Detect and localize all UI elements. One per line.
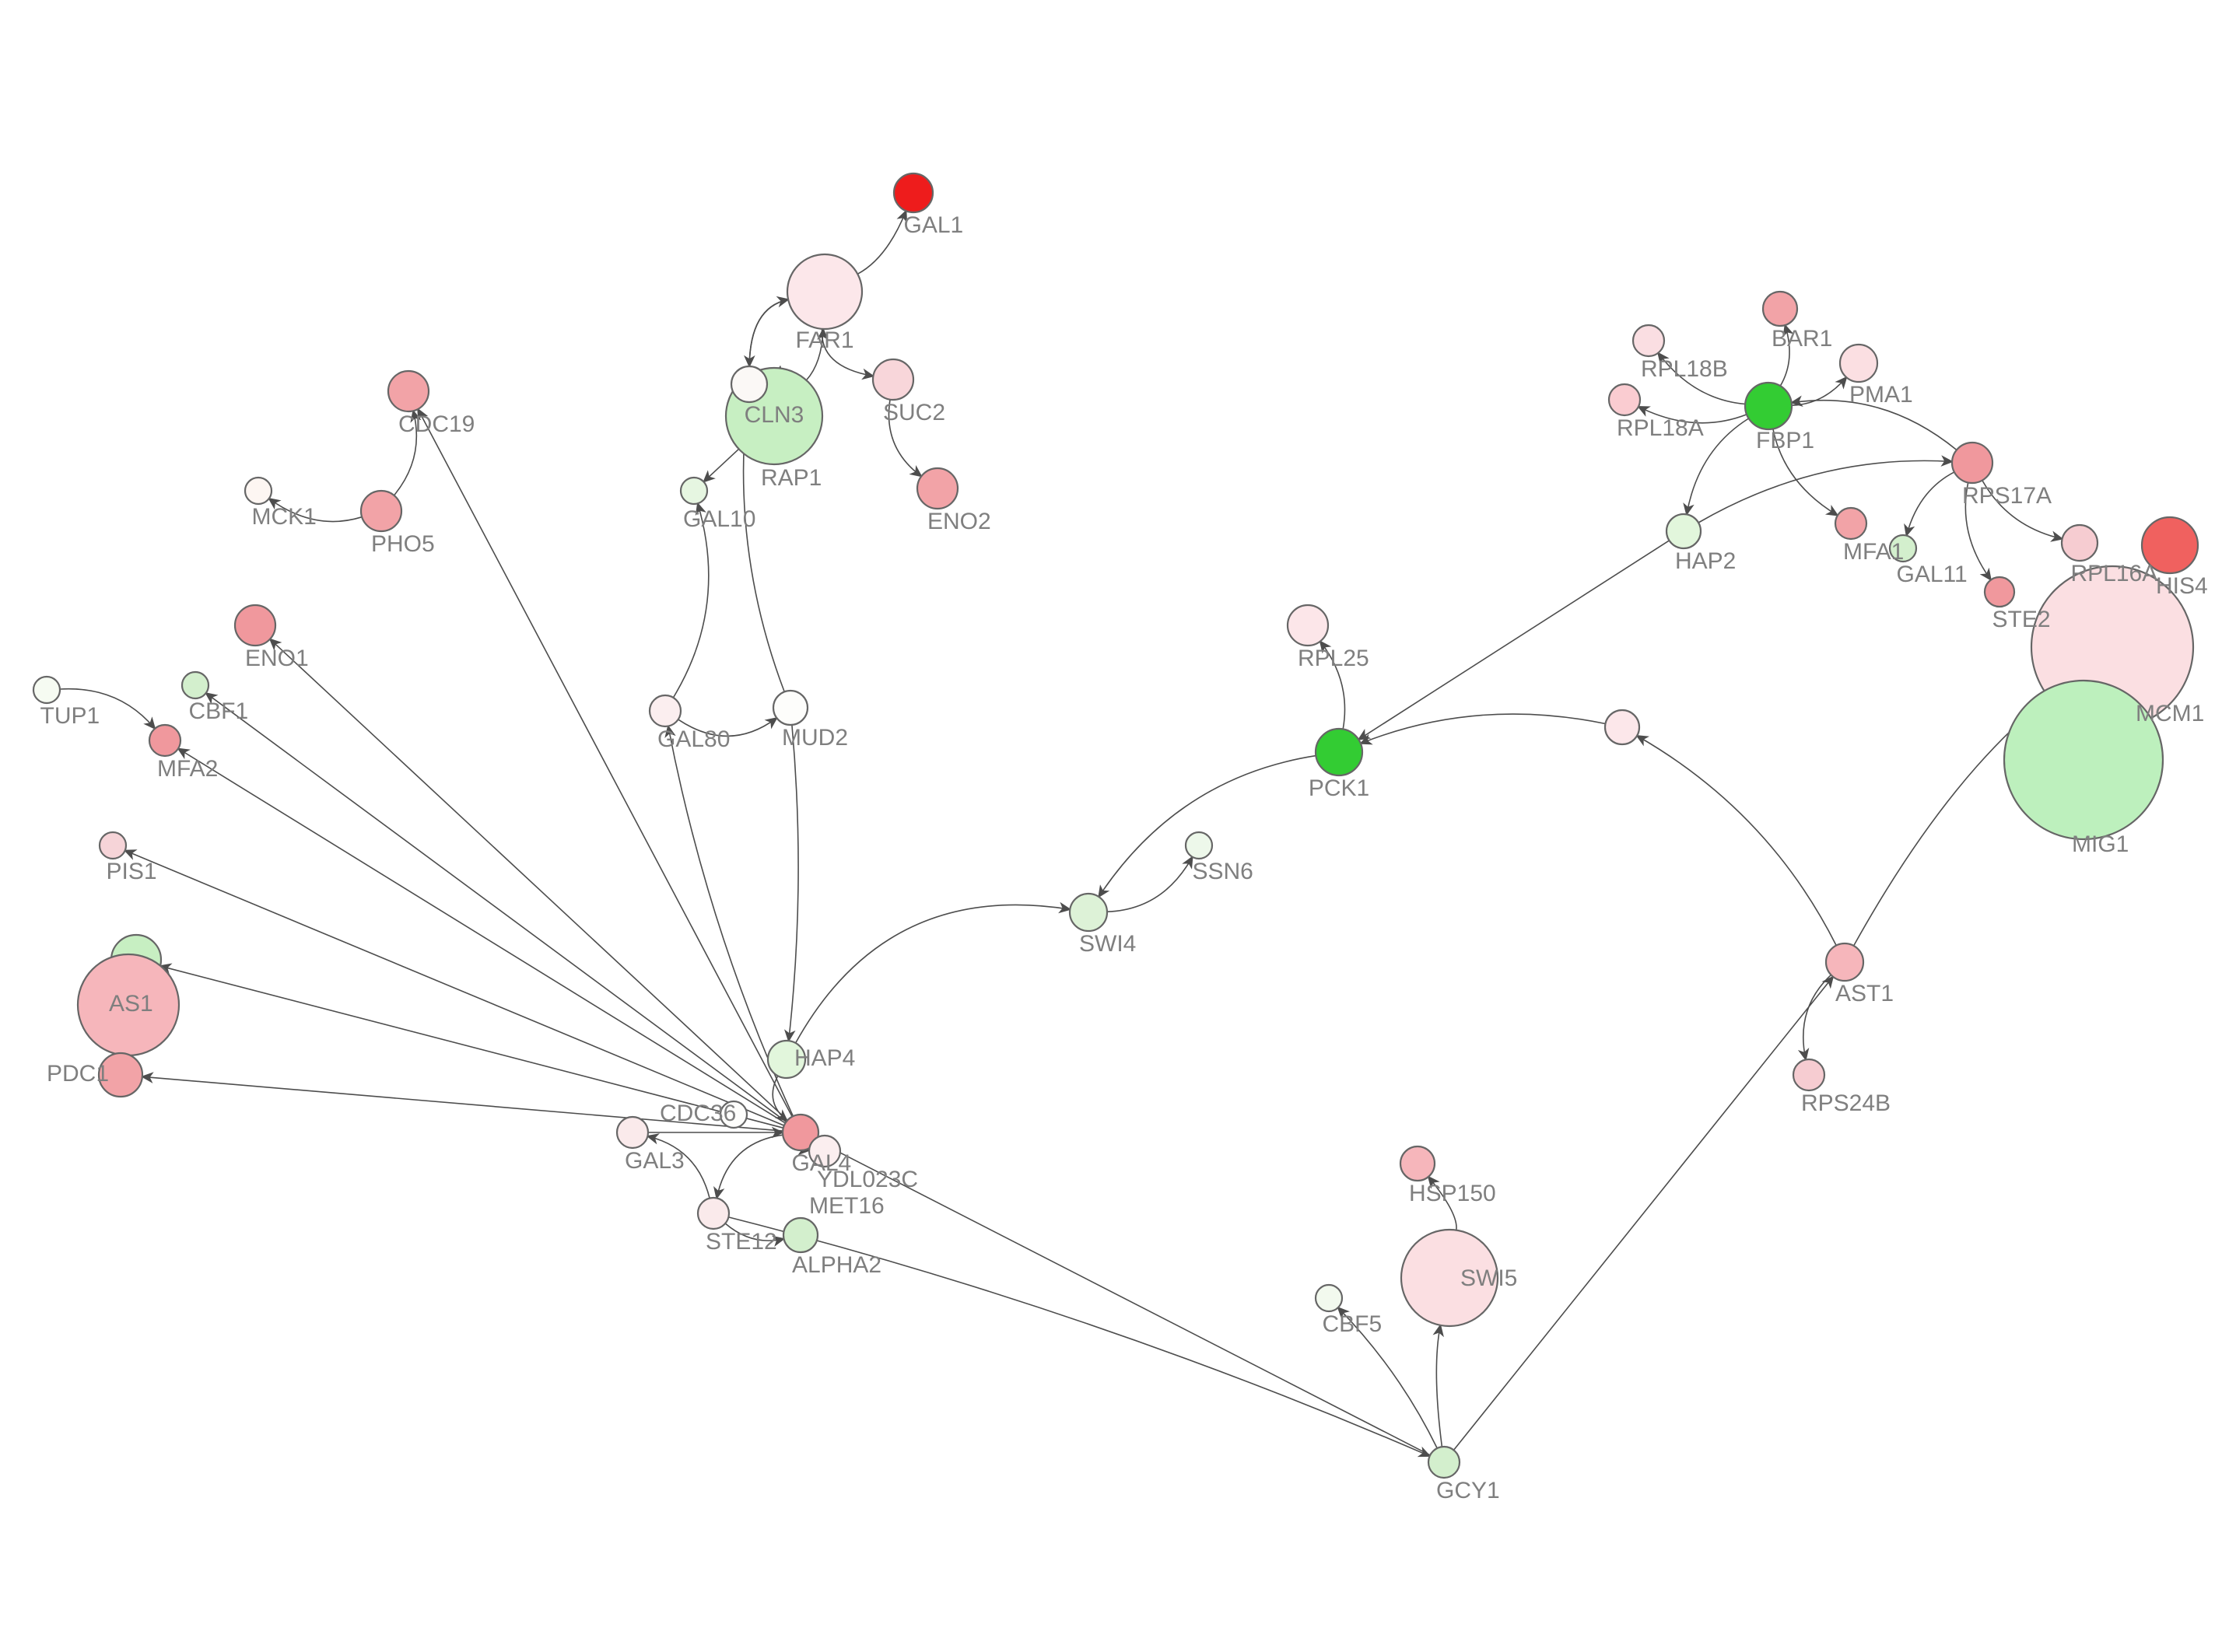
svg-text:HAP2: HAP2 <box>1675 548 1736 574</box>
svg-text:PMA1: PMA1 <box>1849 382 1913 408</box>
svg-text:ALPHA2: ALPHA2 <box>792 1252 881 1278</box>
svg-text:MUD2: MUD2 <box>782 725 848 751</box>
svg-text:GAL1: GAL1 <box>904 212 964 238</box>
svg-text:ENO2: ENO2 <box>927 509 991 534</box>
svg-text:HAP4: HAP4 <box>794 1045 855 1071</box>
svg-text:MFA1: MFA1 <box>1843 539 1904 565</box>
svg-text:RPL18A: RPL18A <box>1617 415 1704 441</box>
svg-text:GAL80: GAL80 <box>657 726 730 752</box>
svg-text:CDC19: CDC19 <box>398 411 475 437</box>
svg-text:MCK1: MCK1 <box>252 504 317 530</box>
svg-text:GAL3: GAL3 <box>625 1148 685 1174</box>
svg-text:PCK1: PCK1 <box>1309 775 1369 801</box>
svg-text:SUC2: SUC2 <box>883 400 945 425</box>
svg-text:FAR1: FAR1 <box>795 327 853 353</box>
svg-text:SWI4: SWI4 <box>1079 931 1136 957</box>
svg-text:RPL25: RPL25 <box>1298 646 1369 671</box>
svg-text:GAL11: GAL11 <box>1897 562 1968 587</box>
svg-text:MIG1: MIG1 <box>2072 831 2129 857</box>
svg-text:FBP1: FBP1 <box>1756 428 1814 453</box>
svg-text:GAL10: GAL10 <box>683 506 755 532</box>
svg-text:SSN6: SSN6 <box>1193 859 1253 884</box>
svg-text:MCM1: MCM1 <box>2136 701 2204 726</box>
svg-text:TUP1: TUP1 <box>40 703 100 729</box>
svg-text:MFA2: MFA2 <box>157 756 218 782</box>
svg-text:CBF1: CBF1 <box>189 698 249 724</box>
svg-text:BAR1: BAR1 <box>1772 326 1832 352</box>
svg-text:GCY1: GCY1 <box>1436 1478 1500 1503</box>
svg-text:PHO5: PHO5 <box>371 531 435 557</box>
svg-text:AS1: AS1 <box>109 991 153 1017</box>
svg-text:RPL18B: RPL18B <box>1641 356 1728 382</box>
svg-text:YDL023C: YDL023C <box>817 1167 918 1192</box>
svg-text:RPL16A: RPL16A <box>2071 561 2158 586</box>
svg-text:RPS17A: RPS17A <box>1962 483 2052 509</box>
svg-text:RAP1: RAP1 <box>761 465 822 491</box>
svg-text:CBF5: CBF5 <box>1323 1311 1383 1337</box>
svg-text:MET16: MET16 <box>809 1193 885 1219</box>
svg-text:RPS24B: RPS24B <box>1801 1090 1891 1116</box>
svg-text:STE2: STE2 <box>1992 607 2051 632</box>
svg-text:SWI5: SWI5 <box>1460 1265 1517 1291</box>
svg-text:ENO1: ENO1 <box>245 646 309 671</box>
svg-text:PIS1: PIS1 <box>107 859 157 884</box>
svg-text:HSP150: HSP150 <box>1409 1181 1496 1206</box>
svg-text:PDC1: PDC1 <box>47 1061 109 1087</box>
svg-text:CLN3: CLN3 <box>745 402 804 428</box>
svg-text:AST1: AST1 <box>1835 981 1894 1006</box>
svg-text:CDC36: CDC36 <box>660 1101 736 1126</box>
svg-text:HIS4: HIS4 <box>2156 573 2208 599</box>
svg-text:STE12: STE12 <box>706 1229 777 1255</box>
